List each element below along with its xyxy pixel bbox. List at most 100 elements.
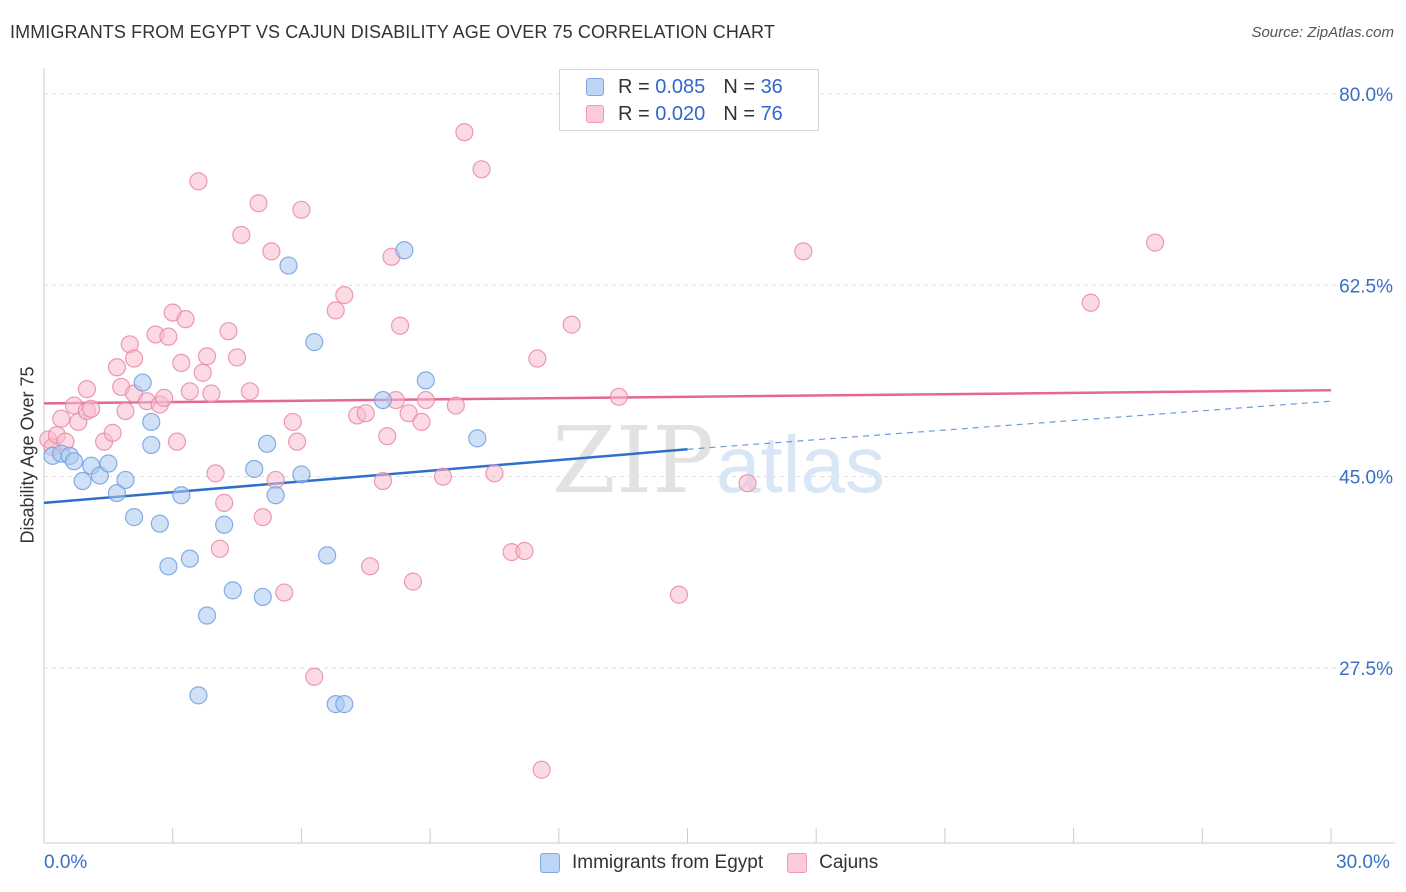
data-point bbox=[245, 459, 264, 479]
data-point bbox=[52, 409, 71, 428]
data-point bbox=[103, 423, 122, 442]
data-point bbox=[373, 390, 393, 410]
data-point bbox=[193, 363, 212, 382]
data-point bbox=[335, 695, 354, 714]
data-point bbox=[373, 471, 393, 491]
data-point bbox=[1081, 293, 1100, 312]
data-point bbox=[266, 486, 285, 505]
data-point bbox=[167, 432, 187, 451]
n-value: 36 bbox=[760, 75, 783, 98]
data-point bbox=[253, 587, 272, 607]
data-point bbox=[202, 384, 221, 403]
data-point bbox=[532, 760, 551, 779]
data-point bbox=[189, 686, 208, 705]
data-point bbox=[283, 412, 302, 432]
data-point bbox=[288, 432, 307, 451]
data-point bbox=[472, 160, 491, 179]
data-point bbox=[395, 241, 414, 260]
data-point bbox=[210, 539, 229, 558]
data-point bbox=[180, 549, 199, 568]
data-point bbox=[305, 333, 324, 352]
data-point bbox=[180, 382, 199, 401]
data-point bbox=[124, 508, 144, 527]
data-point bbox=[249, 194, 268, 213]
r-label: R = bbox=[618, 75, 650, 98]
series-legend: Immigrants from Egypt Cajuns bbox=[540, 852, 902, 874]
data-point bbox=[669, 585, 689, 604]
data-point bbox=[305, 667, 324, 686]
data-point bbox=[455, 123, 474, 142]
n-value: 76 bbox=[760, 102, 783, 125]
y-tick-label: 27.5% bbox=[1339, 659, 1393, 680]
x-tick-label-max: 30.0% bbox=[1336, 852, 1390, 873]
data-point bbox=[253, 508, 272, 527]
watermark-zip: ZIP bbox=[552, 407, 714, 514]
y-tick-labels: 27.5% 45.0% 62.5% 80.0% bbox=[1339, 85, 1393, 680]
legend-item-egypt[interactable]: Immigrants from Egypt bbox=[540, 852, 763, 874]
legend-swatch-egypt bbox=[586, 78, 604, 96]
data-point bbox=[356, 404, 375, 423]
data-point bbox=[176, 310, 195, 329]
chart-title: IMMIGRANTS FROM EGYPT VS CAJUN DISABILIT… bbox=[10, 22, 775, 42]
data-point bbox=[528, 349, 547, 368]
watermark-atlas: atlas bbox=[716, 420, 885, 509]
r-value: 0.020 bbox=[655, 102, 706, 125]
data-point bbox=[275, 583, 294, 602]
n-label: N = bbox=[723, 75, 755, 98]
data-point bbox=[403, 572, 423, 591]
data-point bbox=[124, 349, 144, 368]
data-point bbox=[485, 464, 504, 483]
data-point bbox=[133, 373, 152, 392]
data-point bbox=[116, 401, 135, 421]
y-tick-label: 62.5% bbox=[1339, 276, 1393, 297]
y-tick-label: 80.0% bbox=[1339, 85, 1393, 106]
data-point bbox=[1146, 233, 1165, 252]
trend-line-cajuns bbox=[43, 388, 1332, 405]
r-label: R = bbox=[618, 102, 650, 125]
data-point bbox=[232, 225, 251, 245]
grid-lines bbox=[44, 93, 1395, 669]
data-point bbox=[150, 514, 169, 533]
data-point bbox=[738, 474, 757, 493]
stats-legend-row-egypt: R = 0.085 N = 36 bbox=[586, 75, 783, 99]
data-point bbox=[515, 541, 534, 561]
series-egypt-points bbox=[43, 241, 487, 714]
data-point bbox=[446, 396, 465, 415]
stats-legend-row-cajuns: R = 0.020 N = 76 bbox=[586, 102, 783, 126]
data-point bbox=[197, 347, 217, 366]
series-cajuns-points bbox=[39, 123, 1165, 779]
y-tick-label: 45.0% bbox=[1339, 468, 1393, 489]
data-point bbox=[360, 557, 380, 576]
data-point bbox=[197, 606, 217, 625]
trend-lines bbox=[43, 388, 1332, 505]
data-point bbox=[390, 316, 410, 335]
data-point bbox=[292, 200, 311, 219]
data-points bbox=[39, 123, 1165, 779]
data-point bbox=[433, 467, 453, 486]
y-axis-label: Disability Age Over 75 bbox=[17, 366, 38, 544]
data-point bbox=[206, 464, 225, 483]
data-point bbox=[107, 358, 127, 377]
data-point bbox=[142, 435, 161, 455]
data-point bbox=[77, 380, 97, 399]
data-point bbox=[399, 404, 418, 423]
data-point bbox=[416, 371, 435, 390]
trend-line-egypt bbox=[43, 448, 688, 505]
r-value: 0.085 bbox=[655, 75, 706, 98]
data-point bbox=[416, 390, 435, 410]
legend-item-cajuns[interactable]: Cajuns bbox=[787, 852, 878, 874]
data-point bbox=[64, 452, 84, 471]
data-point bbox=[562, 315, 581, 334]
data-point bbox=[73, 471, 92, 491]
data-point bbox=[159, 327, 178, 346]
data-point bbox=[318, 546, 337, 565]
data-point bbox=[155, 388, 174, 407]
source-label: Source: ZipAtlas.com bbox=[1251, 24, 1394, 41]
legend-swatch-egypt bbox=[540, 853, 560, 873]
data-point bbox=[240, 382, 260, 401]
data-point bbox=[292, 465, 311, 484]
data-point bbox=[142, 412, 161, 432]
data-point bbox=[172, 353, 191, 373]
data-point bbox=[215, 515, 234, 534]
legend-label-cajuns: Cajuns bbox=[819, 852, 879, 873]
